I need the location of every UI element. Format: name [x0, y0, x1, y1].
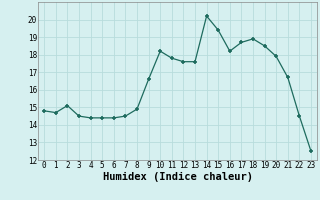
X-axis label: Humidex (Indice chaleur): Humidex (Indice chaleur) [103, 172, 252, 182]
